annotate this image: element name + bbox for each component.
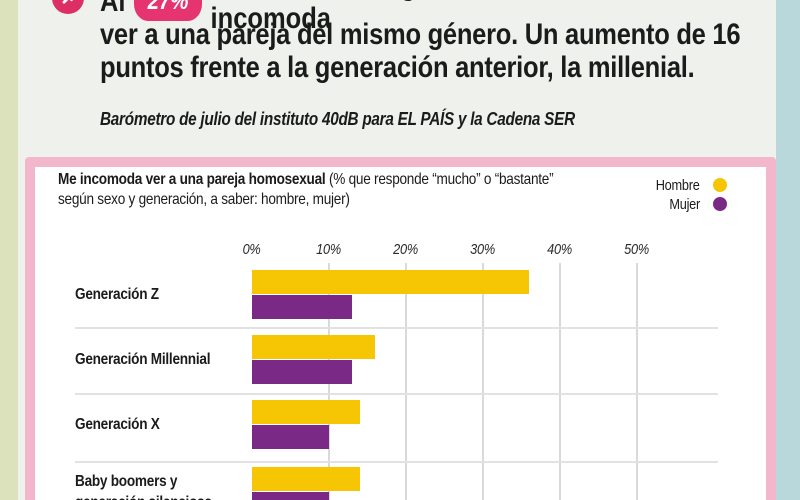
mujer-dot-icon bbox=[713, 197, 727, 211]
bar-hombre-3 bbox=[252, 400, 360, 424]
bar-hombre-1 bbox=[252, 270, 529, 294]
x-tick-label: 40% bbox=[547, 241, 573, 258]
headline-line-2: ver a una pareja del mismo género. Un au… bbox=[100, 18, 741, 51]
row-separator-3 bbox=[75, 461, 718, 463]
category-label-4: Baby boomers y generación silenciosa bbox=[75, 465, 255, 500]
percentage-badge: 27% bbox=[134, 0, 203, 21]
chart-title-line2: según sexo y generación, a saber: hombre… bbox=[58, 191, 350, 208]
category-label-1: Generación Z bbox=[75, 268, 255, 321]
x-tick-10%: 10% bbox=[294, 241, 364, 258]
category-label-line: Baby boomers y bbox=[75, 472, 178, 490]
row-separator-2 bbox=[75, 393, 718, 395]
headline-line-1: Al 27% de chicos de la generación X les … bbox=[100, 0, 687, 35]
category-label-line: Generación X bbox=[75, 416, 160, 433]
x-tick-label: 50% bbox=[624, 241, 650, 258]
legend-item-mujer: Mujer bbox=[560, 196, 727, 213]
gridline-50% bbox=[636, 263, 638, 500]
bar-mujer-3 bbox=[252, 425, 329, 449]
x-tick-30%: 30% bbox=[448, 241, 518, 258]
chart-title: Me incomoda ver a una pareja homosexual … bbox=[58, 170, 658, 210]
chart-title-rest: (% que responde “mucho” o “bastante” bbox=[328, 171, 554, 188]
bullet-arrow-icon: ➜ bbox=[52, 0, 84, 14]
category-label-line: Generación Z bbox=[75, 286, 159, 303]
x-tick-label: 30% bbox=[470, 241, 496, 258]
gridline-30% bbox=[482, 263, 484, 500]
headline-line-3: puntos frente a la generación anterior, … bbox=[100, 51, 695, 84]
bar-hombre-4 bbox=[252, 467, 360, 491]
x-tick-0%: 0% bbox=[217, 241, 287, 258]
x-tick-label: 0% bbox=[243, 241, 261, 258]
bar-mujer-1 bbox=[252, 295, 352, 319]
gridline-20% bbox=[405, 263, 407, 500]
bar-mujer-2 bbox=[252, 360, 352, 384]
category-label-3: Generación X bbox=[75, 398, 255, 451]
legend-item-hombre: Hombre bbox=[560, 177, 727, 194]
headline-post: de chicos de la generación X les incomod… bbox=[210, 0, 604, 35]
gridline-40% bbox=[559, 263, 561, 500]
x-tick-50%: 50% bbox=[602, 241, 672, 258]
bar-mujer-4 bbox=[252, 492, 329, 500]
hombre-dot-icon bbox=[713, 178, 727, 192]
source-line: Barómetro de julio del instituto 40dB pa… bbox=[100, 109, 575, 129]
bar-hombre-2 bbox=[252, 335, 375, 359]
category-label-line: Generación Millennial bbox=[75, 351, 211, 368]
headline: Al 27% de chicos de la generación X les … bbox=[100, 0, 790, 84]
row-separator-1 bbox=[75, 327, 718, 329]
left-color-strip bbox=[0, 0, 18, 500]
right-color-strip bbox=[776, 0, 800, 500]
x-tick-40%: 40% bbox=[525, 241, 595, 258]
category-label-line: generación silenciosa bbox=[75, 492, 212, 500]
x-tick-20%: 20% bbox=[371, 241, 441, 258]
category-label-2: Generación Millennial bbox=[75, 333, 255, 386]
x-tick-label: 10% bbox=[316, 241, 342, 258]
x-tick-label: 20% bbox=[393, 241, 419, 258]
chart-title-bold: Me incomoda ver a una pareja homosexual bbox=[58, 171, 326, 188]
headline-pre: Al bbox=[100, 0, 126, 18]
